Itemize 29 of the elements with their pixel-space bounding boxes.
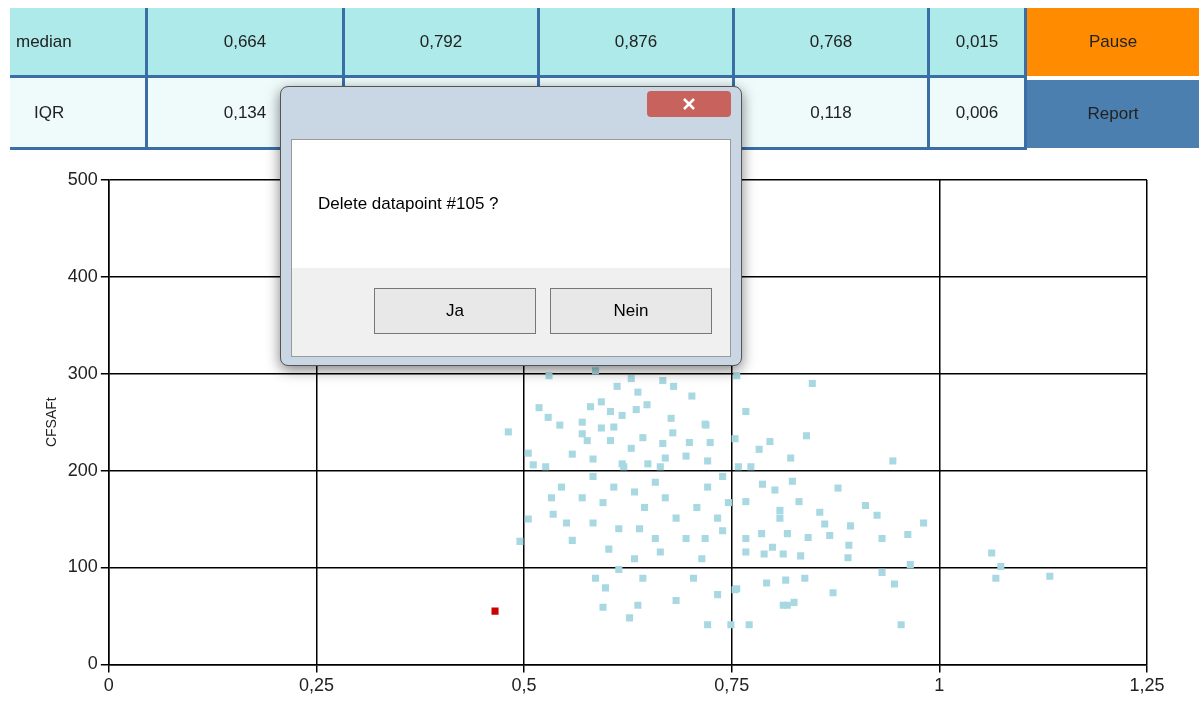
text: 0,134 <box>148 78 345 150</box>
y-tick-label: 100 <box>67 556 98 577</box>
dialog-window: Delete datapoint #105 ? Ja Nein <box>280 86 742 366</box>
text: median <box>10 8 148 78</box>
y-tick-label: 0 <box>87 653 98 674</box>
text: 0,118 <box>735 78 930 150</box>
annotation: Ja <box>374 288 536 334</box>
y-tick-label: 400 <box>67 265 98 286</box>
x-tick-label: 0,75 <box>714 675 750 696</box>
annotation: Nein <box>550 288 712 334</box>
annotation: Delete datapoint #105 ? <box>292 140 730 268</box>
x-tick-label: 0,25 <box>298 675 334 696</box>
x-tick-label: 0,5 <box>511 675 537 696</box>
y-tick-label: 500 <box>67 168 98 189</box>
text: 0,006 <box>930 78 1027 150</box>
y-tick-label: 200 <box>67 459 98 480</box>
x-tick-label: 0 <box>103 675 114 696</box>
x-tick-label: 1,25 <box>1129 675 1165 696</box>
text: IQR <box>10 78 148 150</box>
text: 0,876 <box>540 8 735 78</box>
text: 0,015 <box>930 8 1027 78</box>
text: 0,792 <box>345 8 540 78</box>
text: 0,664 <box>148 8 345 78</box>
text: 0,768 <box>735 8 930 78</box>
text: Report <box>1027 80 1199 148</box>
x-tick-label: 1 <box>934 675 945 696</box>
y-axis-title: CFSAFt <box>43 397 60 448</box>
y-tick-label: 300 <box>67 362 98 383</box>
text: Pause <box>1027 8 1199 76</box>
